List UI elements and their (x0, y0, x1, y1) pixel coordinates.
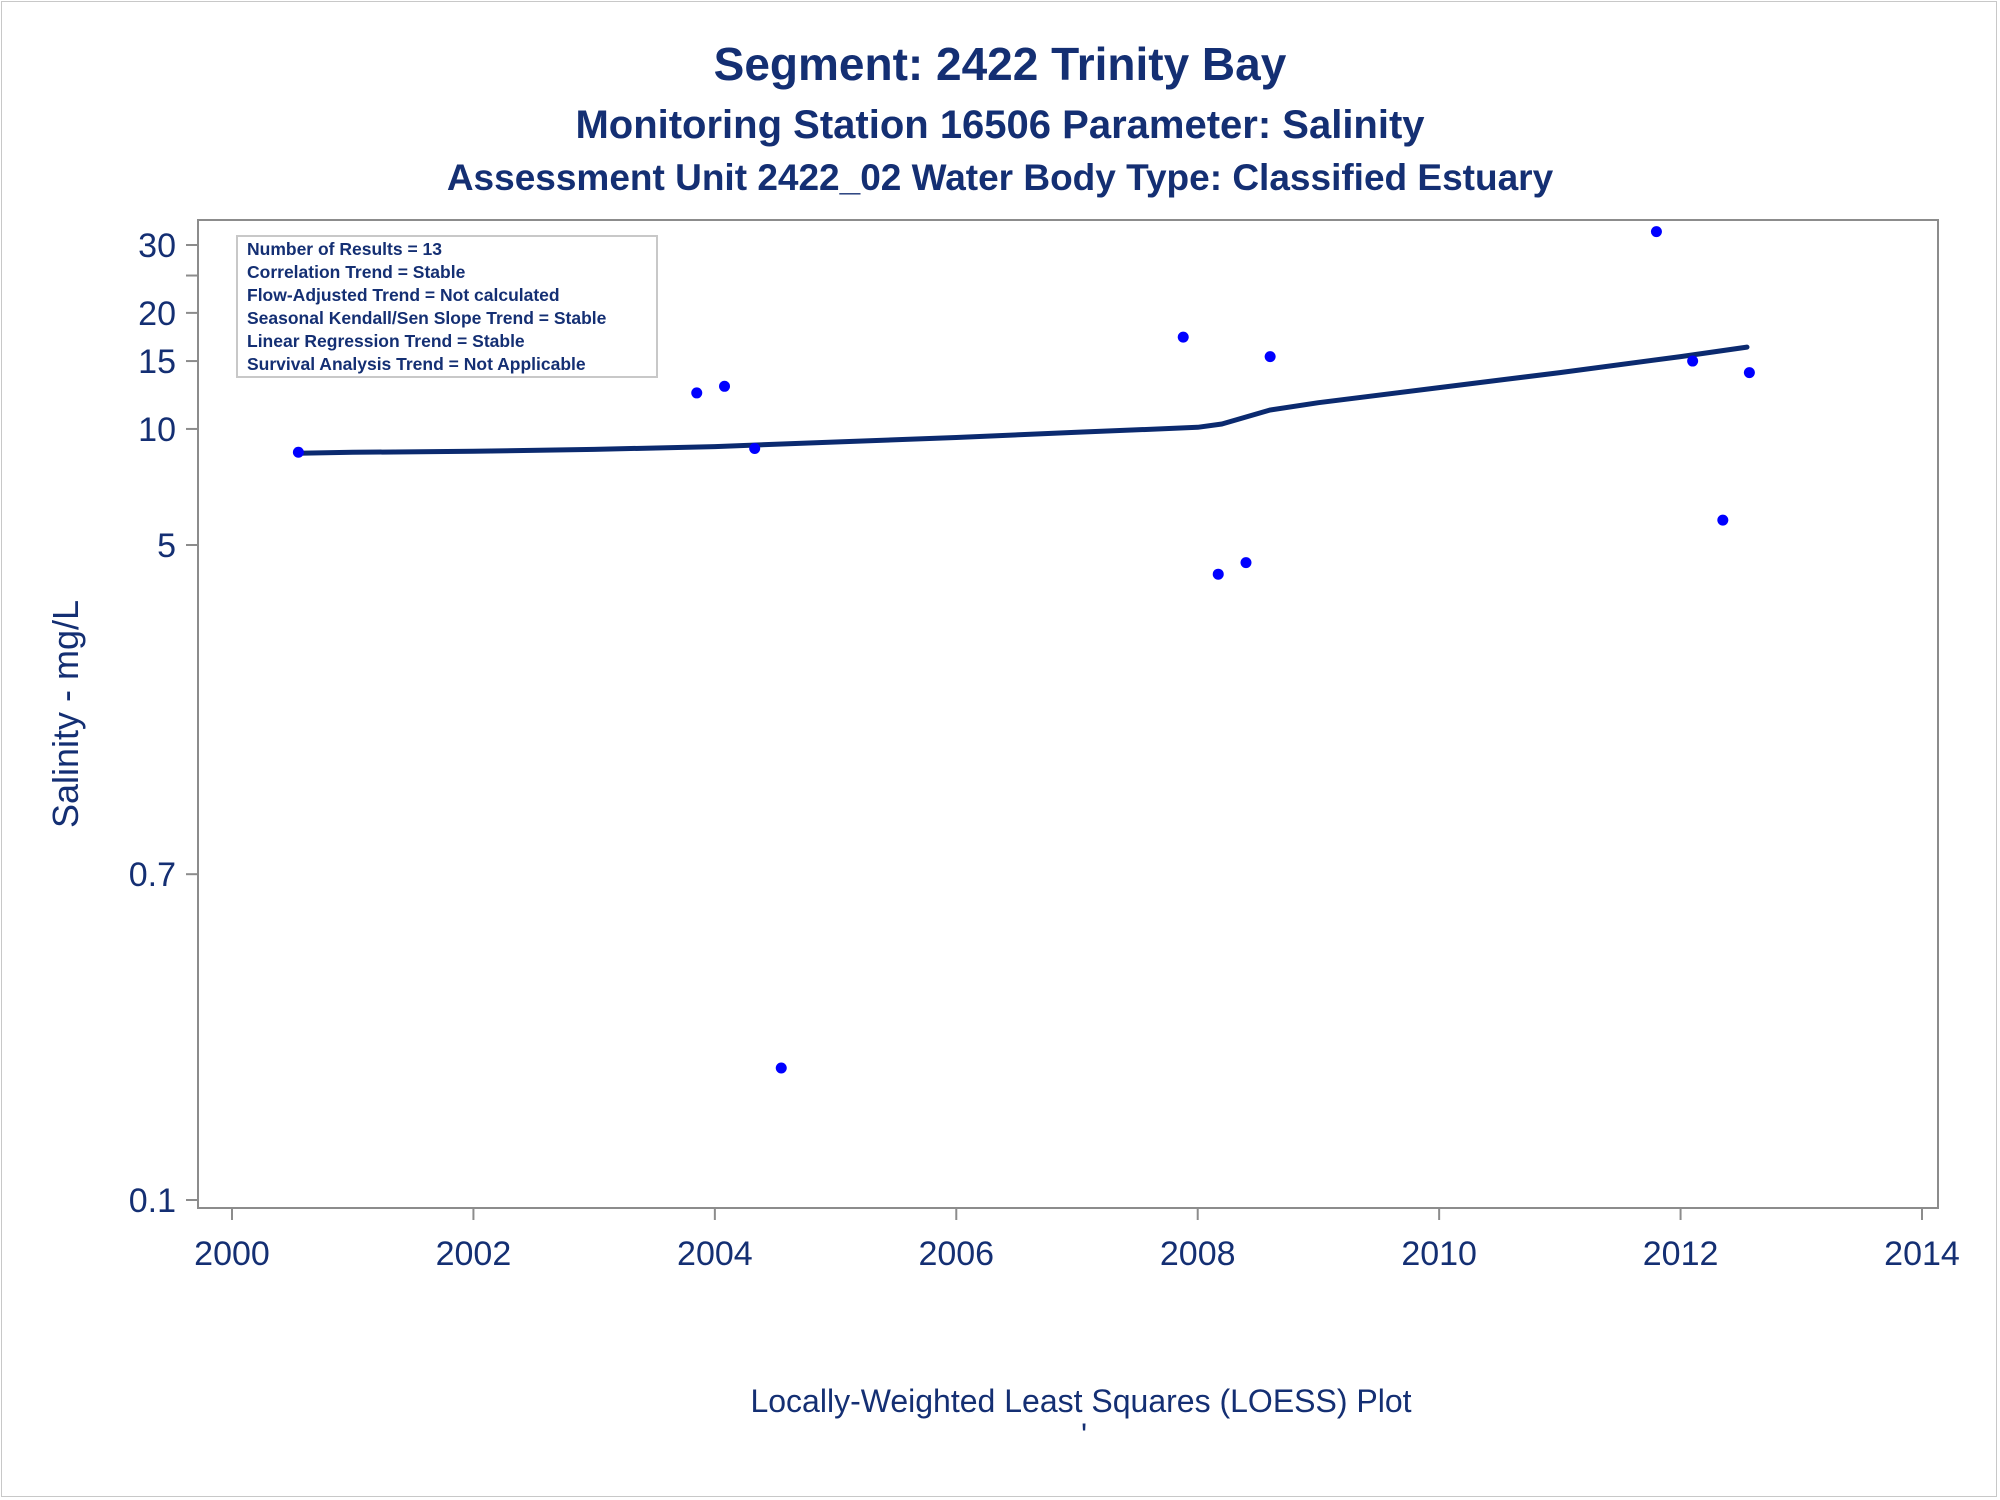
x-tick-label: 2004 (677, 1235, 753, 1273)
x-axis: 2000 2002 2004 2006 2008 2010 2012 2014 (194, 1208, 1960, 1273)
y-tick-label: 20 (138, 295, 176, 333)
data-point (1743, 367, 1755, 379)
y-tick-label: 0.7 (129, 856, 176, 894)
stat-line-results: Number of Results = 13 (247, 239, 442, 259)
stat-line-correlation: Correlation Trend = Stable (247, 262, 466, 282)
data-point (749, 442, 761, 454)
x-tick-label: 2002 (436, 1235, 512, 1273)
y-axis: 0.1 0.7 5 10 15 20 30 (129, 227, 198, 1220)
data-point (292, 446, 304, 458)
data-point (1687, 355, 1699, 367)
chart-subtitle: Monitoring Station 16506 Parameter: Sali… (575, 103, 1425, 147)
x-tick-label: 2014 (1884, 1235, 1960, 1273)
stats-box-frame (236, 235, 658, 378)
data-point (1264, 351, 1276, 363)
y-tick-label: 5 (157, 527, 176, 565)
plot-area-frame (197, 219, 1939, 1209)
y-tick-label: 15 (138, 343, 176, 381)
stat-line-seasonal-kendall: Seasonal Kendall/Sen Slope Trend = Stabl… (247, 308, 607, 328)
data-point (1212, 568, 1224, 580)
data-point (1177, 331, 1189, 343)
x-tick-label: 2010 (1401, 1235, 1477, 1273)
stat-line-survival-analysis: Survival Analysis Trend = Not Applicable (247, 354, 586, 374)
y-tick-label: 30 (138, 227, 176, 265)
y-axis-title: Salinity - mg/L (45, 600, 86, 828)
stat-line-linear-regression: Linear Regression Trend = Stable (247, 331, 525, 351)
x-tick-label: 2012 (1643, 1235, 1719, 1273)
chart-title: Segment: 2422 Trinity Bay (714, 38, 1287, 90)
x-tick-label: 2008 (1160, 1235, 1236, 1273)
data-point (719, 380, 731, 392)
stats-legend-box: Number of Results = 13 Correlation Trend… (236, 235, 658, 378)
chart-subtitle-2: Assessment Unit 2422_02 Water Body Type:… (447, 157, 1554, 198)
data-point (775, 1062, 787, 1074)
stat-line-flow-adjusted: Flow-Adjusted Trend = Not calculated (247, 285, 560, 305)
y-tick-label: 10 (138, 411, 176, 449)
loess-trend-line (295, 344, 1750, 456)
data-point (1240, 557, 1252, 569)
data-point (691, 387, 703, 399)
data-point (1717, 514, 1729, 526)
footnote-mark: ' (1081, 1417, 1087, 1453)
y-tick-label: 0.1 (129, 1182, 176, 1220)
footnote-text: Locally-Weighted Least Squares (LOESS) P… (750, 1383, 1411, 1419)
x-tick-label: 2000 (194, 1235, 270, 1273)
data-point (1650, 226, 1662, 238)
x-tick-label: 2006 (918, 1235, 994, 1273)
series-layer (292, 226, 1755, 1074)
